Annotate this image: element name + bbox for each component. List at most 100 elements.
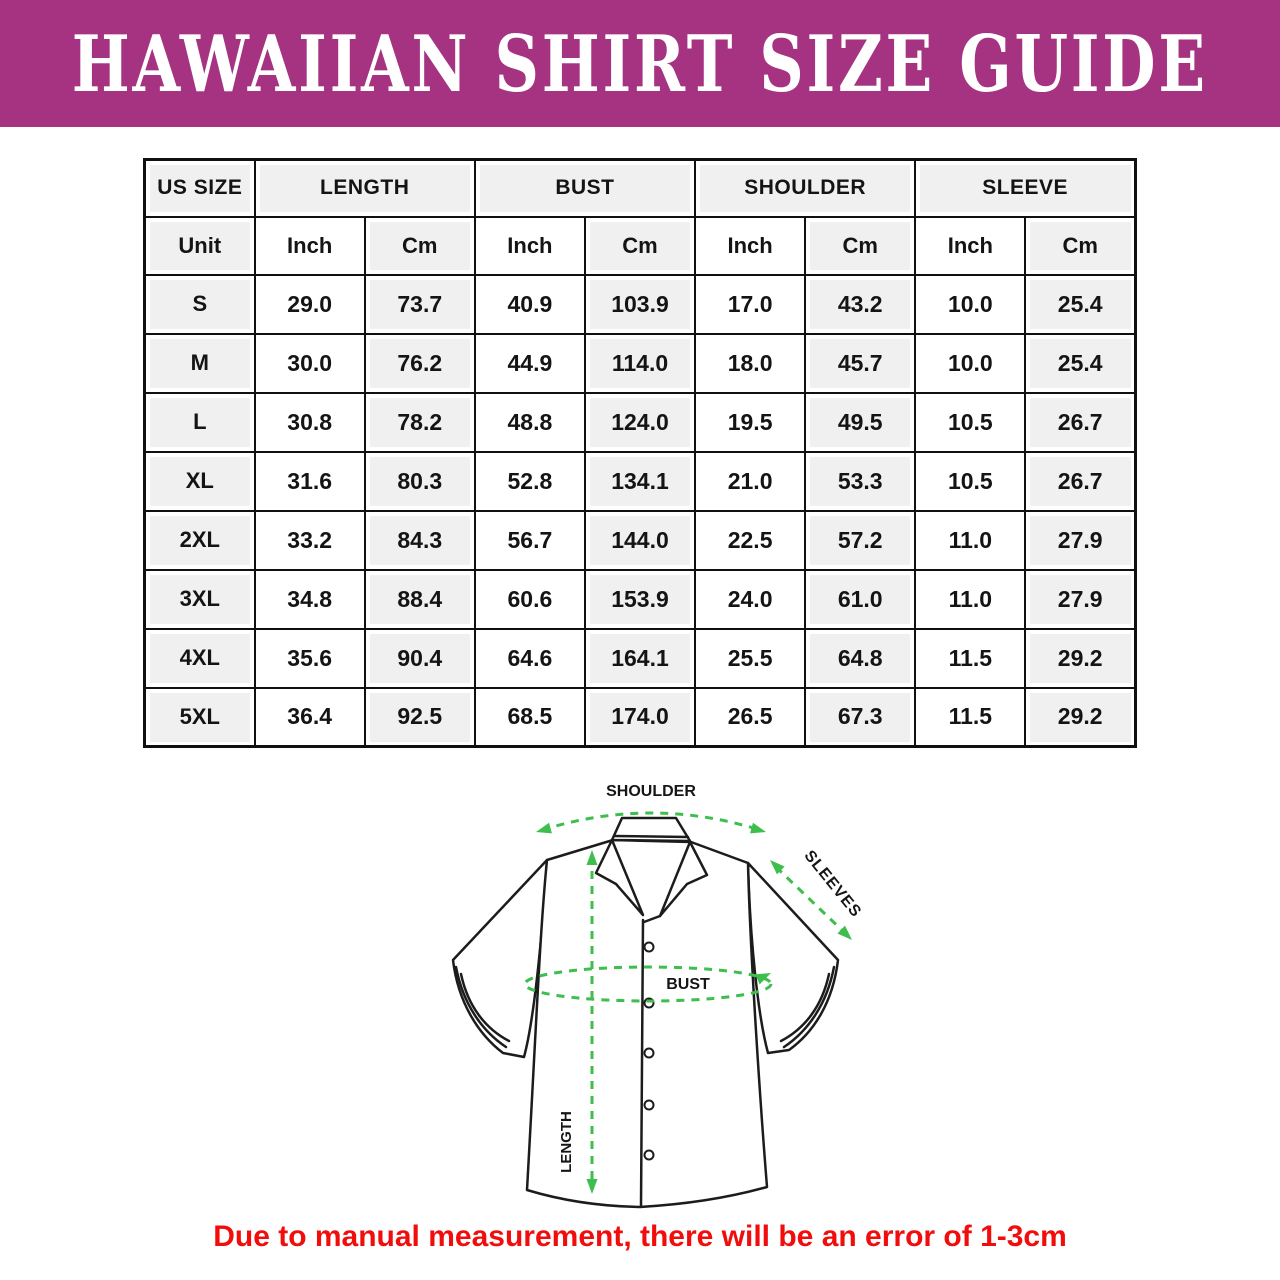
unit-cell: Cm [1024, 215, 1137, 276]
col-group-bust: BUST [473, 158, 697, 218]
value-cell: 35.6 [253, 627, 366, 689]
left-cuff-line [454, 965, 508, 1049]
value-cell: 25.4 [1024, 332, 1137, 394]
value-cell: 53.3 [804, 450, 917, 512]
shirt-diagram-svg: SHOULDER SLEEVES BUST LENGTH [451, 783, 865, 1209]
value-cell: 25.5 [694, 627, 807, 689]
size-cell: 2XL [143, 509, 256, 571]
value-cell: 30.0 [253, 332, 366, 394]
value-cell: 24.0 [694, 568, 807, 630]
value-cell: 18.0 [694, 332, 807, 394]
value-cell: 30.8 [253, 391, 366, 453]
value-cell: 80.3 [363, 450, 476, 512]
size-row-4xl: 4XL 35.6 90.4 64.6 164.1 25.5 64.8 11.5 29.2 [143, 627, 1137, 689]
shirt-measurement-diagram: SHOULDER SLEEVES BUST LENGTH [430, 770, 890, 1220]
size-row-xl: XL 31.6 80.3 52.8 134.1 21.0 53.3 10.5 26.7 [143, 450, 1137, 512]
value-cell: 29.0 [253, 273, 366, 335]
value-cell: 26.5 [694, 686, 807, 748]
value-cell: 78.2 [363, 391, 476, 453]
size-cell: 3XL [143, 568, 256, 630]
value-cell: 64.6 [473, 627, 586, 689]
value-cell: 114.0 [583, 332, 697, 394]
length-label: LENGTH [558, 1111, 575, 1173]
size-cell: 5XL [143, 686, 256, 748]
size-row-s: S 29.0 73.7 40.9 103.9 17.0 43.2 10.0 25.4 [143, 273, 1137, 335]
left-cuff-line [459, 972, 511, 1043]
value-cell: 134.1 [583, 450, 697, 512]
shoulder-measure-arc [541, 811, 761, 832]
value-cell: 64.8 [804, 627, 917, 689]
sleeves-label: SLEEVES [800, 847, 864, 921]
value-cell: 36.4 [253, 686, 366, 748]
value-cell: 84.3 [363, 509, 476, 571]
collar-band-line [612, 834, 690, 839]
unit-header-row: Unit Inch Cm Inch Cm Inch Cm Inch Cm [143, 215, 1137, 276]
value-cell: 124.0 [583, 391, 697, 453]
value-cell: 27.9 [1024, 509, 1137, 571]
value-cell: 45.7 [804, 332, 917, 394]
value-cell: 61.0 [804, 568, 917, 630]
shirt-body [525, 838, 769, 1209]
bust-measure-ellipse [523, 965, 773, 1003]
size-cell: 4XL [143, 627, 256, 689]
right-lapel [658, 840, 709, 918]
value-cell: 25.4 [1024, 273, 1137, 335]
value-cell: 11.5 [914, 686, 1027, 748]
unit-cell: Cm [804, 215, 917, 276]
col-group-us-size: US SIZE [143, 158, 256, 218]
value-cell: 174.0 [583, 686, 697, 748]
value-cell: 10.5 [914, 450, 1027, 512]
value-cell: 103.9 [583, 273, 697, 335]
value-cell: 67.3 [804, 686, 917, 748]
value-cell: 17.0 [694, 273, 807, 335]
value-cell: 73.7 [363, 273, 476, 335]
value-cell: 68.5 [473, 686, 586, 748]
value-cell: 29.2 [1024, 627, 1137, 689]
size-row-5xl: 5XL 36.4 92.5 68.5 174.0 26.5 67.3 11.5 29.2 [143, 686, 1137, 748]
size-row-3xl: 3XL 34.8 88.4 60.6 153.9 24.0 61.0 11.0 27.9 [143, 568, 1137, 630]
value-cell: 11.0 [914, 568, 1027, 630]
value-cell: 48.8 [473, 391, 586, 453]
group-header-row: US SIZE LENGTH BUST SHOULDER SLEEVE [143, 158, 1137, 218]
col-group-shoulder: SHOULDER [694, 158, 917, 218]
value-cell: 10.5 [914, 391, 1027, 453]
shirt-buttons [643, 941, 655, 1161]
lapel-notch-line [642, 914, 662, 924]
bust-label: BUST [666, 976, 710, 993]
button-placket-line [639, 918, 645, 1208]
value-cell: 21.0 [694, 450, 807, 512]
value-cell: 40.9 [473, 273, 586, 335]
value-cell: 90.4 [363, 627, 476, 689]
title-banner: HAWAIIAN SHIRT SIZE GUIDE [0, 0, 1280, 127]
value-cell: 10.0 [914, 273, 1027, 335]
measure-arrowheads [536, 822, 852, 1194]
value-cell: 144.0 [583, 509, 697, 571]
left-lapel [594, 838, 645, 917]
col-group-length: LENGTH [253, 158, 476, 218]
value-cell: 11.5 [914, 627, 1027, 689]
measurement-disclaimer: Due to manual measurement, there will be… [213, 1220, 1067, 1253]
value-cell: 22.5 [694, 509, 807, 571]
unit-cell: Cm [363, 215, 476, 276]
value-cell: 56.7 [473, 509, 586, 571]
value-cell: 92.5 [363, 686, 476, 748]
col-group-sleeve: SLEEVE [914, 158, 1137, 218]
shirt-left-sleeve [451, 858, 549, 1059]
value-cell: 26.7 [1024, 391, 1137, 453]
value-cell: 43.2 [804, 273, 917, 335]
shirt-right-sleeve [746, 861, 840, 1055]
value-cell: 19.5 [694, 391, 807, 453]
unit-cell: Unit [143, 215, 256, 276]
unit-cell: Inch [914, 215, 1027, 276]
value-cell: 26.7 [1024, 450, 1137, 512]
value-cell: 33.2 [253, 509, 366, 571]
value-cell: 11.0 [914, 509, 1027, 571]
value-cell: 76.2 [363, 332, 476, 394]
value-cell: 49.5 [804, 391, 917, 453]
size-row-m: M 30.0 76.2 44.9 114.0 18.0 45.7 10.0 25.4 [143, 332, 1137, 394]
unit-cell: Inch [253, 215, 366, 276]
size-cell: S [143, 273, 256, 335]
size-row-l: L 30.8 78.2 48.8 124.0 19.5 49.5 10.5 26.7 [143, 391, 1137, 453]
size-row-2xl: 2XL 33.2 84.3 56.7 144.0 22.5 57.2 11.0 27.9 [143, 509, 1137, 571]
value-cell: 27.9 [1024, 568, 1137, 630]
